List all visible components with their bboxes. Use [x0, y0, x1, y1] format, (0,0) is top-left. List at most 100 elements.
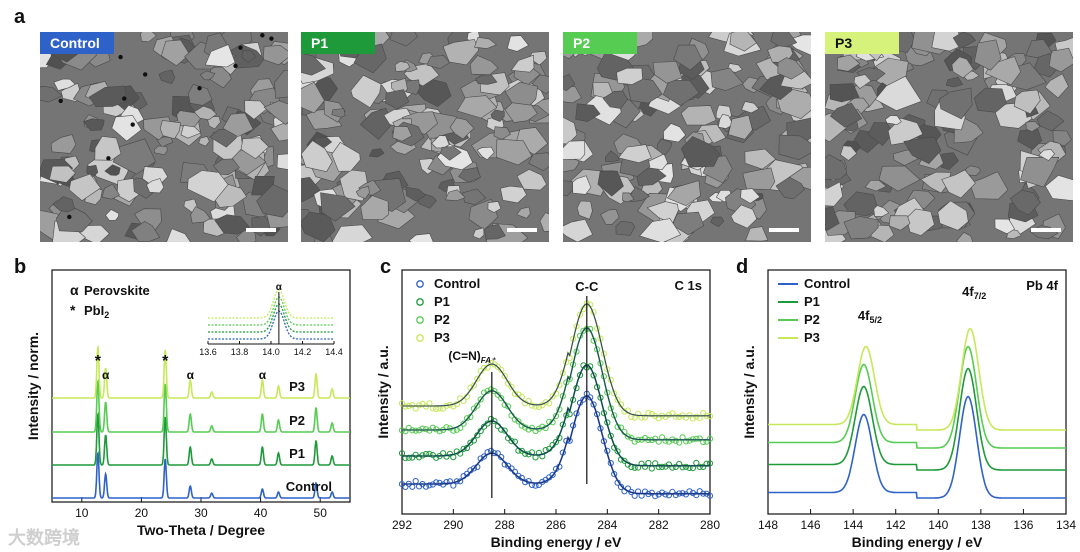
- data-point: [494, 363, 501, 371]
- data-point: [686, 412, 693, 419]
- data-point: [672, 491, 679, 499]
- data-point: [638, 414, 645, 421]
- x-tick-label: 40: [254, 506, 268, 520]
- sem-texture: [301, 32, 549, 242]
- series-line-p1: [768, 367, 1066, 471]
- fit-line: [402, 395, 710, 495]
- data-point: [648, 410, 655, 418]
- legend-label: P2: [804, 312, 820, 327]
- inset-line: [208, 296, 334, 326]
- data-point: [682, 491, 690, 498]
- data-point: [494, 391, 501, 398]
- data-point: [614, 396, 621, 403]
- data-point: [672, 437, 679, 444]
- data-point: [676, 460, 683, 468]
- x-tick-label: 148: [758, 518, 778, 532]
- data-point: [440, 405, 447, 412]
- scale-bar: [507, 228, 537, 232]
- annotation-label: C-C: [575, 279, 599, 294]
- data-point: [436, 479, 443, 486]
- fit-line: [402, 303, 710, 417]
- x-tick-label: 290: [443, 518, 463, 532]
- sem-image-p2: P2: [563, 32, 811, 242]
- data-point: [463, 415, 471, 422]
- inset-tick-label: 14.4: [325, 347, 343, 357]
- data-point: [433, 426, 440, 433]
- data-point: [539, 402, 546, 409]
- data-point: [648, 465, 655, 472]
- data-point: [600, 438, 607, 445]
- data-point: [446, 450, 454, 457]
- data-point: [416, 402, 423, 409]
- x-tick-label: 50: [314, 506, 328, 520]
- data-point: [576, 372, 584, 379]
- data-point: [679, 464, 686, 471]
- peak-annotation: *: [95, 353, 102, 370]
- data-point: [549, 471, 556, 478]
- y-axis-label: Intensity / a.u.: [375, 345, 391, 438]
- data-point: [474, 402, 481, 409]
- data-point: [652, 435, 659, 442]
- data-point: [422, 450, 430, 458]
- legend-marker: [416, 316, 424, 324]
- inset-tick-label: 13.8: [231, 347, 249, 357]
- data-point: [655, 438, 662, 445]
- data-point: [470, 382, 478, 389]
- data-point: [641, 435, 649, 442]
- fit-line: [402, 364, 710, 467]
- data-point: [515, 418, 522, 425]
- legend-label: P3: [434, 330, 450, 345]
- annotation-label: 4f5/2: [858, 308, 882, 325]
- data-point: [570, 361, 577, 368]
- series-line-control: [52, 450, 350, 499]
- data-point: [641, 414, 649, 421]
- data-point: [559, 393, 566, 400]
- data-point: [422, 426, 430, 433]
- data-point: [587, 363, 594, 370]
- peak-annotation: *: [162, 353, 169, 370]
- data-point: [532, 403, 539, 410]
- sem-image-p1: P1: [301, 32, 549, 242]
- data-point: [501, 427, 508, 434]
- data-point: [706, 435, 714, 442]
- data-point: [573, 323, 580, 330]
- data-point: [655, 463, 662, 471]
- panel-b-letter: b: [14, 256, 27, 278]
- series-line-control: [768, 395, 1066, 499]
- sem-label: P2: [563, 32, 637, 54]
- data-point: [436, 428, 443, 435]
- x-tick-label: 280: [700, 518, 720, 532]
- data-point: [635, 488, 642, 495]
- data-point: [590, 372, 597, 379]
- data-point: [641, 463, 649, 470]
- data-point: [446, 478, 454, 485]
- data-point: [487, 386, 495, 393]
- legend-symbol: α: [70, 282, 79, 298]
- x-axis-label: Binding energy / eV: [852, 534, 983, 550]
- data-point: [662, 491, 669, 498]
- x-tick-label: 30: [194, 506, 208, 520]
- x-tick-label: 288: [495, 518, 515, 532]
- sem-texture: [825, 32, 1073, 242]
- sem-image-p3: P3: [825, 32, 1073, 242]
- x-tick-label: 292: [392, 518, 412, 532]
- xrd-chart: 10 20 30 40 50 Two-Theta / Degree Intensity / …: [25, 269, 351, 538]
- data-point: [676, 413, 683, 420]
- data-point: [580, 327, 587, 334]
- data-point: [470, 405, 478, 412]
- legend-label: P3: [804, 330, 820, 345]
- data-point: [474, 375, 481, 382]
- peak-annotation: α: [102, 368, 110, 382]
- data-point: [590, 401, 597, 408]
- inset-line: [208, 303, 334, 333]
- data-point: [552, 438, 560, 446]
- legend-marker: [416, 280, 424, 288]
- series-line-p3: [768, 327, 1066, 431]
- data-point: [682, 438, 690, 445]
- series-label: P1: [289, 446, 305, 461]
- chart-title: C 1s: [675, 278, 702, 293]
- data-point: [481, 453, 488, 460]
- x-tick-label: 282: [649, 518, 669, 532]
- panel-a-letter: a: [14, 6, 26, 28]
- data-point: [402, 483, 409, 490]
